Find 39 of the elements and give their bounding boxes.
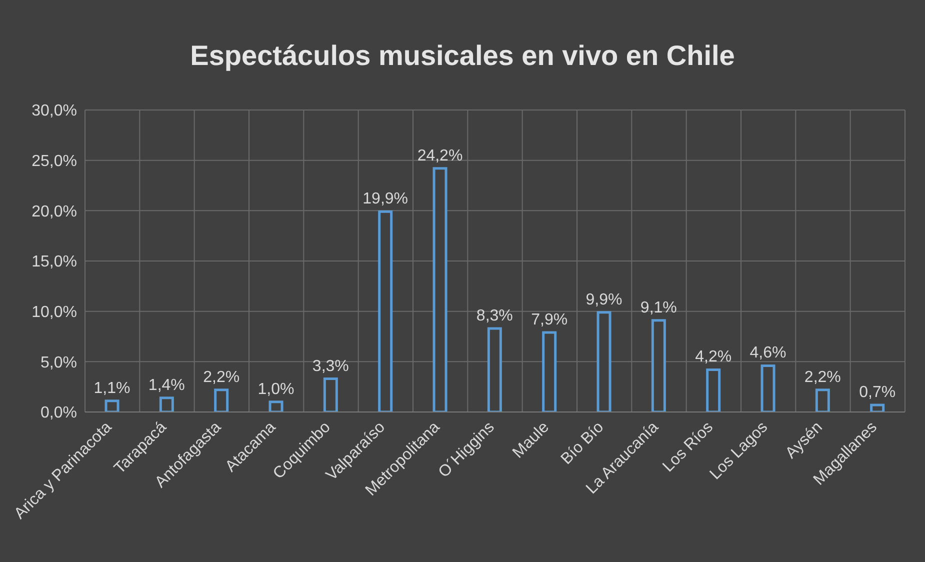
data-label: 2,2%: [203, 368, 240, 386]
bar: [542, 331, 557, 412]
data-label: 1,4%: [148, 376, 185, 394]
data-label: 3,3%: [312, 358, 349, 375]
y-tick-label: 10,0%: [32, 304, 77, 322]
y-tick-label: 0,0%: [40, 404, 77, 422]
x-tick-label: Bío Bío: [558, 418, 608, 468]
bar: [487, 327, 502, 412]
y-tick-label: 20,0%: [32, 203, 77, 220]
bar: [268, 400, 284, 412]
data-label: 4,6%: [750, 344, 786, 362]
bar: [159, 396, 174, 412]
data-label: 9,9%: [586, 291, 622, 308]
data-label: 24,2%: [417, 147, 463, 164]
data-label: 8,3%: [476, 307, 513, 324]
data-label: 4,2%: [695, 348, 732, 366]
y-tick-label: 15,0%: [32, 254, 77, 271]
data-label: 2,2%: [804, 368, 841, 386]
bar: [214, 388, 229, 412]
bar: [815, 388, 830, 412]
data-label: 0,7%: [859, 384, 896, 401]
bar: [870, 404, 885, 412]
bar: [760, 364, 776, 412]
y-tick-label: 30,0%: [32, 102, 77, 120]
bar: [104, 400, 120, 412]
bar: [378, 210, 393, 412]
bar: [596, 311, 612, 412]
bar: [651, 319, 666, 412]
data-label: 1,1%: [94, 380, 130, 397]
y-tick-label: 25,0%: [32, 153, 77, 170]
data-label: 19,9%: [362, 190, 408, 208]
bar: [323, 378, 338, 412]
data-label: 1,0%: [258, 380, 294, 398]
data-label: 9,1%: [640, 299, 677, 316]
data-label: 7,9%: [531, 311, 568, 328]
bar: [432, 167, 448, 412]
y-tick-label: 5,0%: [40, 354, 77, 372]
chart-title: Espectáculos musicales en vivo en Chile: [189, 40, 736, 72]
bar: [706, 368, 721, 412]
